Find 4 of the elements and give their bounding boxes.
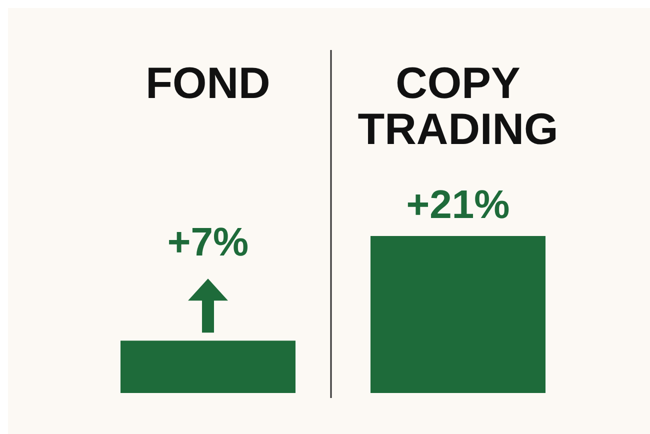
- data-label: +21%: [406, 183, 510, 227]
- x-tick-label: FOND: [146, 59, 270, 108]
- x-tick-label: COPY TRADING: [358, 59, 558, 154]
- data-label: +7%: [167, 220, 249, 265]
